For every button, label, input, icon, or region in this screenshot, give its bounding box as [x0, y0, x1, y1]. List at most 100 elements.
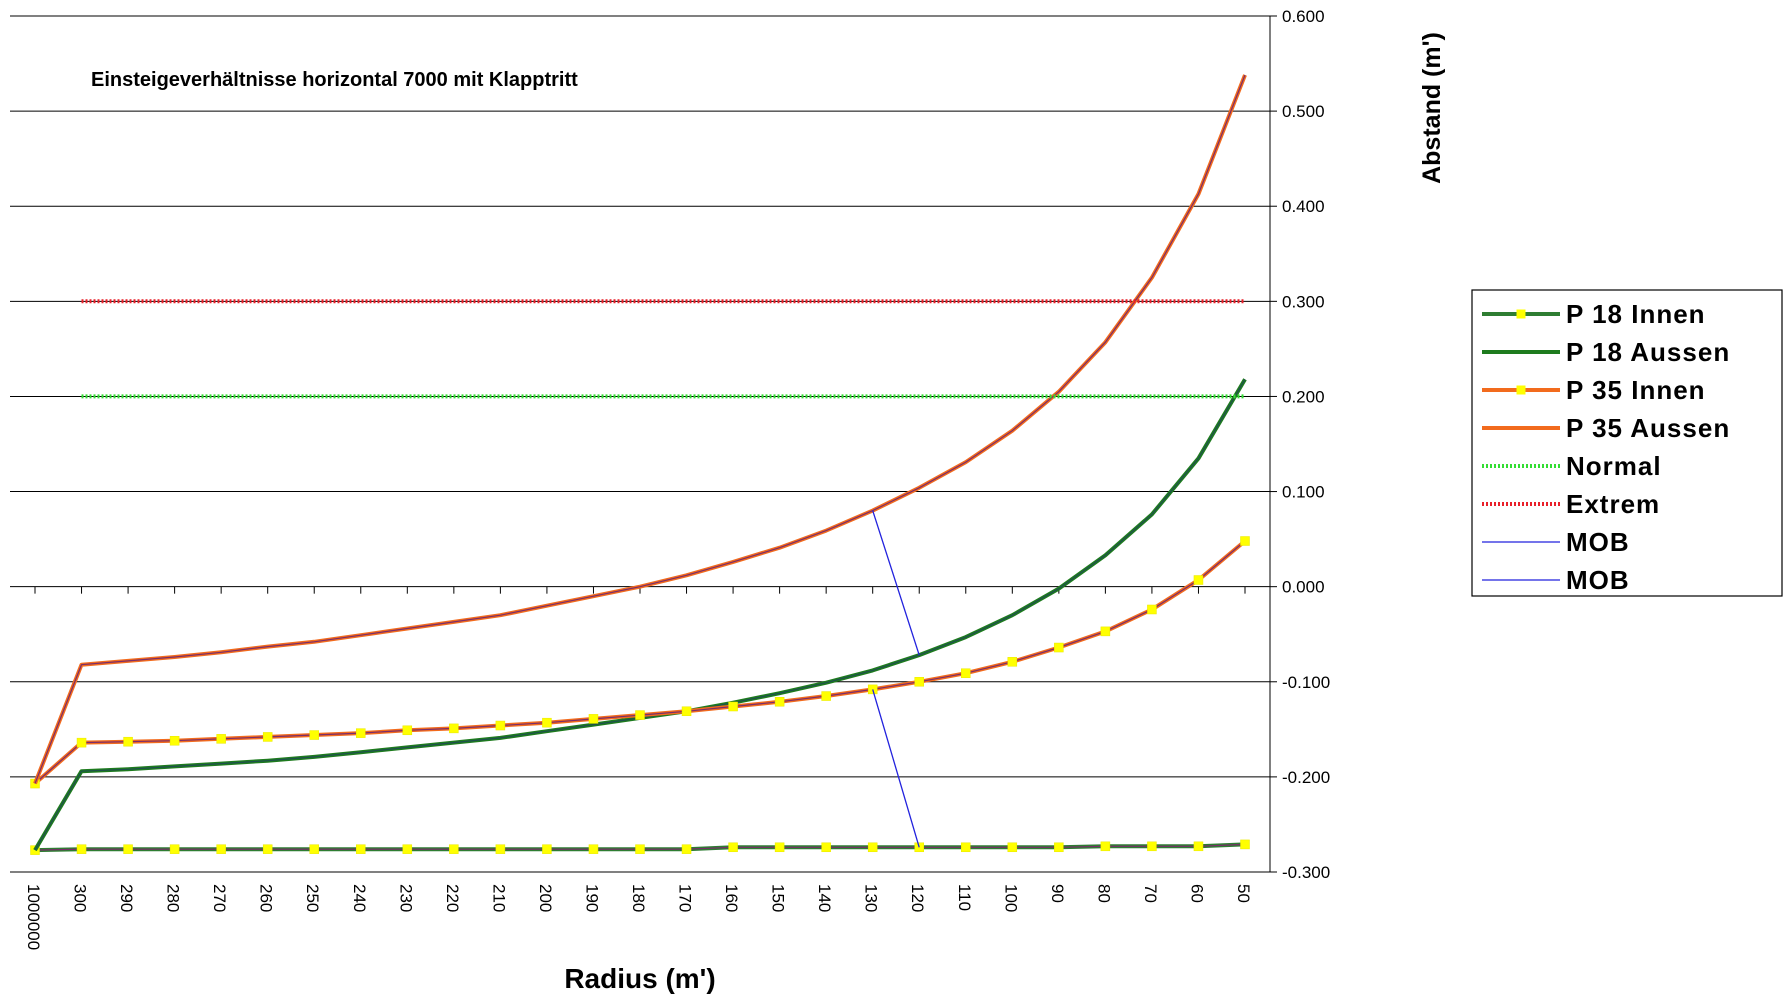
series-mob [872, 689, 920, 848]
y-tick-label: -0.300 [1282, 863, 1330, 882]
x-tick-label: 270 [210, 884, 229, 912]
series-line [33, 378, 1247, 852]
data-point [449, 723, 459, 734]
series-mob [872, 510, 920, 656]
data-point [123, 844, 133, 854]
data-point [1240, 536, 1250, 546]
data-point [1007, 842, 1018, 853]
x-tick-label: 200 [536, 884, 555, 912]
legend-item: MOB [1482, 565, 1629, 595]
legend-item: MOB [1482, 527, 1629, 557]
data-point [76, 844, 87, 854]
data-point [961, 668, 971, 678]
chart-title: Einsteigeverhältnisse horizontal 7000 mi… [91, 69, 578, 91]
data-point [774, 697, 785, 707]
data-point [216, 734, 226, 744]
x-tick-label: 280 [164, 884, 183, 912]
data-point [542, 844, 552, 854]
data-point [1240, 839, 1250, 850]
x-tick-label: 1000000 [24, 884, 43, 950]
series-line [33, 539, 1247, 786]
legend: P 18 Innen P 18 Aussen P 35 Innen P 35 Auss… [1471, 289, 1783, 597]
y-tick-label: 0.300 [1282, 292, 1325, 311]
data-point [262, 844, 273, 854]
series-line [33, 74, 1247, 785]
data-point [588, 844, 599, 854]
legend-label: Extrem [1566, 489, 1660, 519]
x-tick-label: 300 [71, 884, 90, 912]
series-core-line [34, 540, 1246, 784]
data-point [867, 684, 878, 695]
data-point [1147, 841, 1157, 852]
data-point [542, 717, 552, 728]
series-p-35-innen [30, 536, 1250, 789]
data-point [123, 736, 133, 747]
gridlines [10, 15, 1270, 873]
y-tick-label: 0.100 [1282, 483, 1325, 502]
y-tick-label: 0.000 [1282, 578, 1325, 597]
data-point [1147, 604, 1157, 615]
x-tick-label: 50 [1234, 884, 1253, 903]
x-axis: 1000000 300 290 280 270 260 250 240 230 220 210 200… [24, 586, 1253, 950]
data-point [867, 842, 878, 853]
series-p-18-innen [30, 839, 1250, 855]
x-tick-label: 90 [1048, 884, 1067, 903]
legend-label: P 35 Aussen [1566, 413, 1730, 443]
x-axis-title: Radius (m') [564, 963, 715, 994]
y-tick-label: -0.200 [1282, 768, 1330, 787]
legend-item: P 35 Aussen [1482, 413, 1730, 443]
x-tick-label: 220 [443, 884, 462, 912]
legend-label: P 18 Innen [1566, 299, 1706, 329]
series-group [30, 74, 1250, 855]
data-point [1100, 841, 1111, 852]
series-p-35-aussen [33, 74, 1247, 785]
data-point [774, 842, 785, 853]
data-point [728, 701, 738, 712]
x-tick-label: 230 [396, 884, 415, 912]
x-tick-label: 130 [862, 884, 881, 912]
series-line [872, 510, 920, 656]
data-point [914, 677, 924, 687]
data-point [495, 720, 506, 731]
legend-item: P 18 Innen [1482, 299, 1706, 329]
data-point [961, 842, 971, 853]
y-tick-label: 0.200 [1282, 387, 1325, 406]
legend-item: P 35 Innen [1482, 375, 1706, 405]
legend-label: Normal [1566, 451, 1662, 481]
x-tick-label: 180 [629, 884, 648, 912]
x-tick-label: 290 [117, 884, 136, 912]
data-point [1193, 841, 1204, 852]
y-axis: -0.300 -0.200 -0.100 0.000 0.100 0.200 0.300 0.… [1269, 7, 1330, 882]
data-point [169, 844, 180, 854]
y-tick-label: 0.400 [1282, 197, 1325, 216]
x-tick-label: 80 [1094, 884, 1113, 903]
data-point [1100, 626, 1111, 637]
legend-label: P 18 Aussen [1566, 337, 1730, 367]
x-tick-label: 140 [815, 884, 834, 912]
data-point [635, 844, 645, 854]
data-point [402, 844, 413, 854]
data-point [681, 844, 692, 854]
data-point [402, 725, 413, 736]
data-point [681, 706, 692, 717]
data-point [821, 842, 831, 853]
series-core-line [34, 378, 1246, 851]
data-point [309, 844, 319, 854]
x-tick-label: 250 [303, 884, 322, 912]
legend-box [1471, 289, 1783, 597]
x-tick-label: 60 [1187, 884, 1206, 903]
x-tick-label: 160 [722, 884, 741, 912]
legend-label: P 35 Innen [1566, 375, 1706, 405]
x-tick-label: 70 [1141, 884, 1160, 903]
legend-item: P 18 Aussen [1482, 337, 1730, 367]
data-point [1007, 657, 1018, 667]
y-axis-title: Abstand (m') [1418, 32, 1446, 184]
data-point [635, 710, 645, 720]
x-tick-label: 170 [676, 884, 695, 912]
data-point [262, 732, 273, 742]
x-tick-label: 150 [769, 884, 788, 912]
x-tick-label: 190 [582, 884, 601, 912]
legend-item: Extrem [1482, 489, 1660, 519]
y-tick-label: -0.100 [1282, 673, 1330, 692]
x-tick-label: 110 [955, 884, 974, 911]
